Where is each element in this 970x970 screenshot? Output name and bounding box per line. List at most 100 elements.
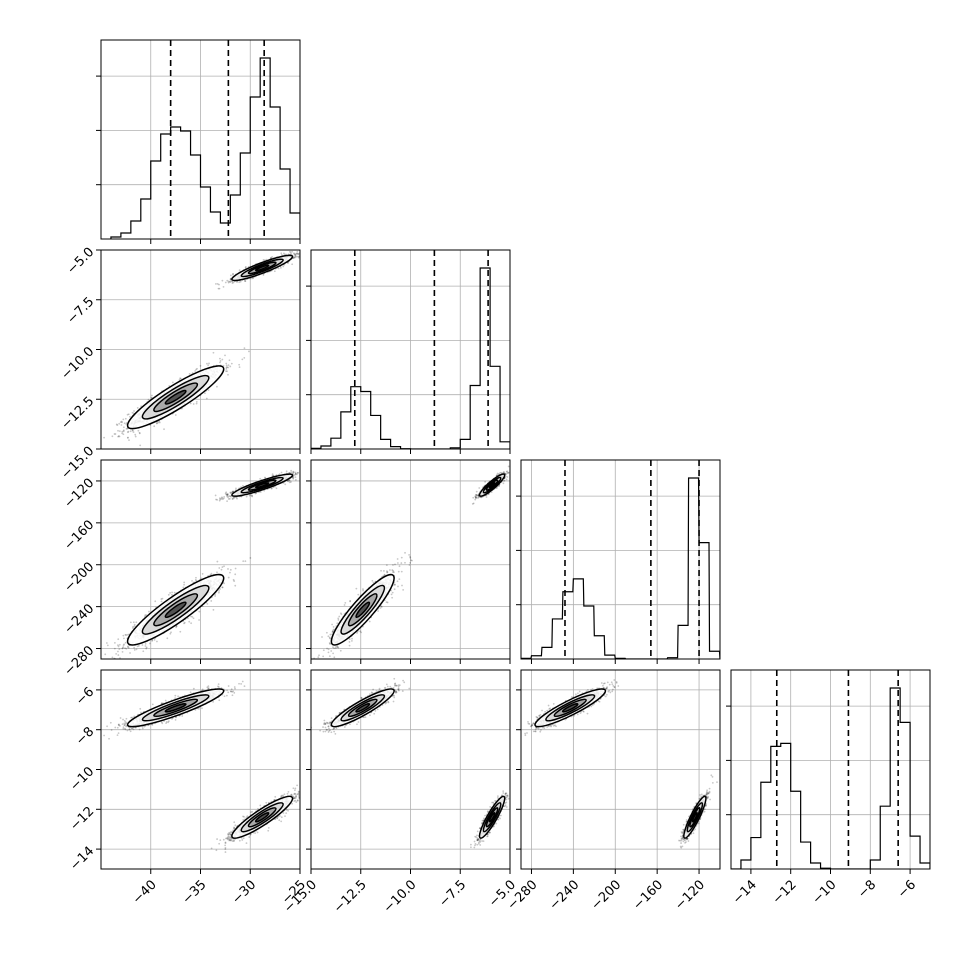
sample-point: [132, 431, 135, 434]
sample-point: [121, 421, 123, 424]
sample-point: [158, 420, 161, 423]
sample-point: [124, 633, 127, 636]
sample-point: [154, 600, 157, 603]
sample-point: [145, 646, 148, 649]
sample-point: [280, 252, 283, 255]
sample-point: [131, 429, 134, 432]
sample-point: [92, 674, 94, 676]
sample-point: [136, 407, 139, 409]
sample-point: [297, 252, 300, 255]
sample-point: [231, 498, 234, 500]
sample-point: [133, 646, 136, 649]
sample-point: [127, 430, 130, 433]
sample-point: [227, 496, 229, 499]
sample-point: [282, 252, 285, 255]
sample-point: [113, 641, 116, 644]
sample-point: [218, 283, 220, 286]
sample-point: [117, 435, 120, 437]
sample-point: [277, 267, 280, 270]
sample-point: [228, 359, 231, 362]
sample-point: [292, 471, 295, 474]
sample-point: [135, 648, 138, 651]
sample-point: [144, 642, 147, 645]
sample-point: [227, 576, 230, 579]
sample-point: [216, 498, 219, 501]
sample-point: [114, 433, 117, 435]
sample-point: [125, 427, 128, 430]
sample-point: [232, 281, 235, 284]
sample-point: [227, 498, 230, 500]
sample-point: [294, 472, 297, 475]
sample-point: [248, 350, 250, 353]
sample-point: [148, 610, 150, 613]
sample-point: [118, 435, 121, 438]
sample-point: [293, 256, 295, 259]
sample-point: [293, 252, 295, 255]
sample-point: [296, 253, 299, 255]
sample-point: [194, 370, 197, 372]
sample-point: [122, 418, 125, 421]
sample-point: [118, 422, 121, 425]
sample-point: [204, 392, 206, 395]
sample-point: [226, 279, 229, 282]
sample-point: [122, 430, 125, 433]
sample-point: [221, 586, 224, 589]
sample-point: [125, 647, 128, 650]
sample-point: [252, 276, 255, 279]
sample-point: [210, 600, 213, 602]
sample-point: [206, 602, 209, 605]
sample-point: [156, 640, 158, 643]
sample-point: [227, 373, 229, 376]
sample-point: [282, 265, 285, 268]
sample-point: [216, 385, 218, 388]
sample-point: [218, 567, 221, 569]
sample-point: [133, 625, 136, 628]
sample-point: [173, 591, 176, 594]
sample-point: [171, 591, 173, 594]
sample-point: [225, 364, 228, 367]
sample-point: [115, 652, 118, 655]
sample-point: [214, 494, 217, 497]
sample-point: [270, 487, 273, 490]
sample-point: [297, 255, 300, 258]
sample-point: [139, 444, 142, 447]
contour-0-3: [164, 389, 187, 405]
sample-point: [117, 435, 120, 438]
sample-point: [134, 435, 137, 438]
sample-point: [235, 280, 238, 283]
sample-point: [121, 430, 124, 433]
sample-point: [296, 250, 299, 253]
sample-point: [294, 253, 296, 256]
sample-point: [103, 436, 105, 439]
sample-point: [255, 492, 258, 495]
sample-point: [163, 428, 165, 431]
sample-point: [238, 363, 241, 366]
sample-point: [156, 422, 159, 425]
sample-point: [229, 365, 232, 368]
sample-point: [214, 595, 217, 597]
sample-point: [221, 586, 224, 589]
sample-point: [231, 280, 234, 283]
sample-point: [284, 483, 287, 486]
sample-point: [125, 634, 128, 636]
sample-point: [280, 471, 283, 474]
sample-point: [117, 650, 119, 653]
sample-point: [147, 398, 150, 401]
sample-point: [238, 366, 241, 369]
sample-point: [122, 644, 125, 647]
sample-point: [217, 591, 220, 594]
sample-point: [294, 478, 297, 481]
sample-point: [236, 280, 239, 283]
sample-point: [226, 370, 228, 373]
sample-point: [232, 490, 234, 493]
sample-point: [231, 497, 234, 500]
sample-point: [287, 480, 290, 483]
sample-point: [208, 362, 210, 365]
sample-point: [219, 357, 221, 360]
sample-point: [303, 249, 305, 251]
sample-point: [127, 436, 129, 439]
sample-point: [138, 432, 141, 435]
sample-point: [206, 362, 208, 365]
sample-point: [296, 472, 299, 474]
